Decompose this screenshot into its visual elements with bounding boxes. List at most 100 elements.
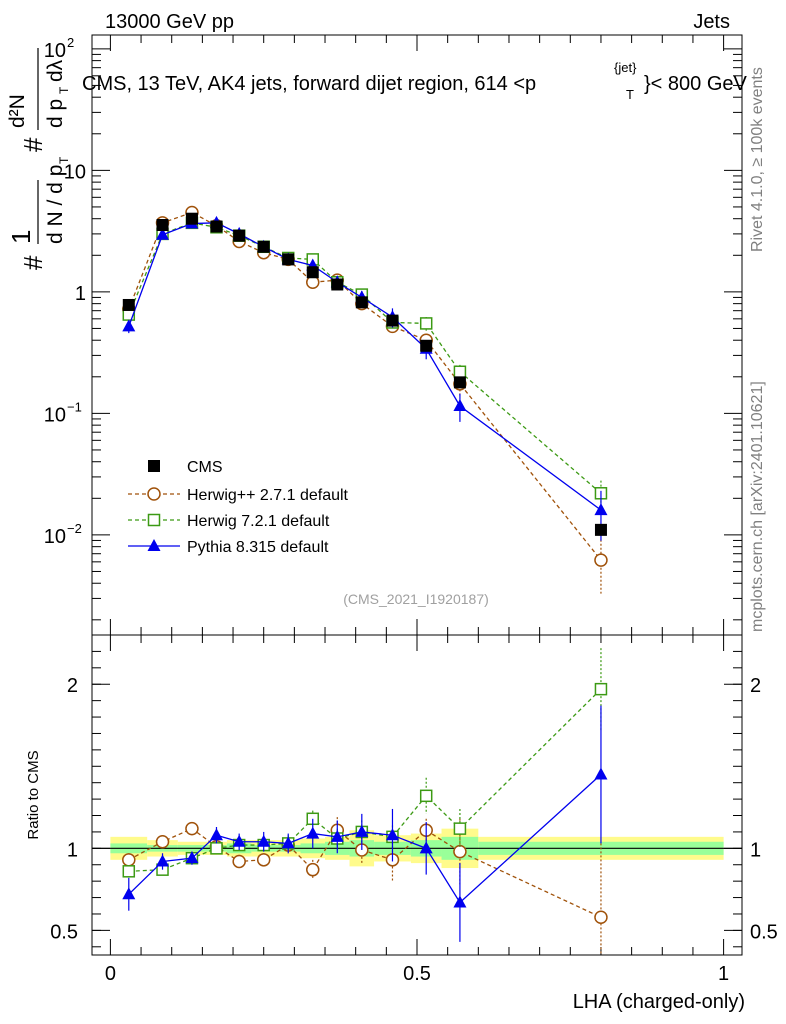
main-point-cms [306, 266, 319, 279]
ratio-point-herwigpp [155, 835, 170, 849]
ratio-line-pythia [128, 774, 602, 904]
ylabel-T-2: T [57, 86, 71, 94]
mcplots-label: mcplots.cern.ch [arXiv:2401.10621] [749, 381, 766, 632]
title-end: }< 800 GeV [644, 73, 748, 95]
main-point-pythia [594, 503, 608, 516]
ratio-point-herwigpp [185, 821, 199, 836]
analysis-watermark: (CMS_2021_I1920187) [343, 591, 489, 607]
ratio-point-pythia [306, 826, 320, 839]
main-ylabel: # 1 d N / d p T # d²N d p T dλ [6, 48, 71, 270]
main-point-cms [594, 523, 607, 536]
main-point-herwigpp [594, 553, 608, 567]
main-ytick-exponent: −1 [67, 399, 82, 414]
ratio-point-pythia [419, 841, 433, 854]
legend-marker-herwig7 [147, 513, 161, 527]
main-ytick-label: 10 [64, 161, 86, 183]
x-ticklabels: 0 0.5 1 [105, 963, 729, 985]
ratio-point-pythia [156, 854, 170, 867]
main-point-pythia [122, 319, 136, 332]
main-point-herwig7 [453, 365, 467, 379]
ratio-ytick-label-right: 0.5 [750, 921, 778, 943]
ylabel-dpT: d p [44, 99, 67, 128]
ylabel-one: 1 [6, 230, 36, 244]
x-tick-label: 0.5 [403, 963, 431, 985]
ylabel-d2N: d²N [6, 94, 29, 128]
ratio-ytick-label: 1 [67, 839, 78, 861]
legend-label-cms: CMS [187, 459, 223, 476]
main-point-cms [122, 298, 135, 311]
main-ytick-label: 10 [44, 40, 66, 62]
plot-title: CMS, 13 TeV, AK4 jets, forward dijet reg… [82, 60, 748, 102]
x-tick-label: 0 [105, 963, 116, 985]
ratio-point-pythia [209, 828, 223, 841]
ratio-point-herwigpp [306, 862, 320, 877]
main-point-cms [233, 229, 246, 242]
ratio-ytick-label: 0.5 [50, 921, 78, 943]
ratio-point-pythia [385, 828, 399, 841]
ratio-point-herwig7 [594, 682, 608, 696]
main-point-cms [355, 296, 368, 309]
x-axis-label: LHA (charged-only) [573, 991, 745, 1013]
main-point-cms [331, 278, 344, 291]
ratio-point-herwigpp [122, 853, 136, 867]
ratio-point-pythia [122, 887, 136, 900]
ratio-point-herwigpp [256, 853, 271, 867]
legend-label-herwigpp: Herwig++ 2.7.1 default [187, 487, 349, 504]
ratio-frame [91, 634, 743, 956]
ratio-point-pythia [453, 895, 467, 908]
ratio-point-pythia [281, 836, 295, 849]
main-point-cms [420, 339, 433, 352]
ratio-series [122, 648, 608, 955]
legend: CMS Herwig++ 2.7.1 default Herwig 7.2.1 de… [128, 459, 349, 556]
rivet-label: Rivet 4.1.0, ≥ 100k events [749, 67, 766, 252]
ratio-panel: 0.5 0.5 1 1 2 2 [50, 634, 778, 956]
main-line-herwigpp [128, 211, 602, 561]
ratio-point-pythia [355, 824, 369, 837]
ratio-line-herwig7 [128, 688, 602, 872]
ratio-ytick-label-right: 1 [750, 839, 761, 861]
ratio-point-pythia [185, 851, 199, 864]
ratio-ytick-label: 2 [67, 675, 78, 697]
legend-marker-pythia [147, 539, 161, 551]
ratio-ylabel: Ratio to CMS [25, 750, 42, 839]
main-point-cms [210, 220, 223, 233]
main-series [122, 205, 608, 594]
main-ytick-exponent: 2 [67, 35, 74, 50]
ratio-point-herwigpp [594, 910, 608, 925]
main-point-cms [257, 240, 270, 253]
main-point-pythia [156, 227, 170, 240]
ratio-line-herwigpp [128, 827, 602, 918]
title-main: CMS, 13 TeV, AK4 jets, forward dijet reg… [82, 73, 536, 95]
ylabel-dlambda: dλ [44, 59, 67, 82]
ylabel-dN: d N / d p [44, 165, 67, 244]
main-line-herwig7 [128, 222, 602, 494]
ratio-point-herwigpp [453, 844, 467, 859]
main-point-cms [453, 376, 466, 389]
main-ytick-label: 10 [44, 404, 66, 426]
main-point-cms [156, 219, 169, 232]
header-left: 13000 GeV pp [105, 11, 234, 33]
ratio-point-herwig7 [453, 822, 467, 835]
ylabel-T-1: T [57, 156, 71, 164]
legend-marker-herwigpp [147, 487, 161, 501]
title-sub: T [626, 87, 634, 102]
main-ytick-exponent: −2 [67, 521, 82, 536]
ratio-ytick-label-right: 2 [750, 675, 761, 697]
ratio-point-herwig7 [419, 789, 433, 803]
ratio-point-pythia [257, 834, 271, 847]
ylabel-hash-2: # [18, 137, 48, 152]
main-point-cms [386, 314, 399, 327]
main-ytick-label: 10 [44, 526, 66, 548]
x-tick-label: 1 [718, 963, 729, 985]
title-sup: {jet} [614, 60, 637, 75]
legend-label-pythia: Pythia 8.315 default [187, 539, 329, 556]
main-ytick-label: 1 [75, 283, 86, 305]
ratio-point-pythia [594, 767, 608, 780]
ratio-point-pythia [232, 834, 246, 847]
header-right: Jets [693, 11, 730, 33]
legend-label-herwig7: Herwig 7.2.1 default [187, 513, 330, 530]
legend-marker-cms [148, 460, 160, 472]
ratio-point-herwig7 [210, 842, 223, 855]
main-point-cms [185, 212, 198, 225]
